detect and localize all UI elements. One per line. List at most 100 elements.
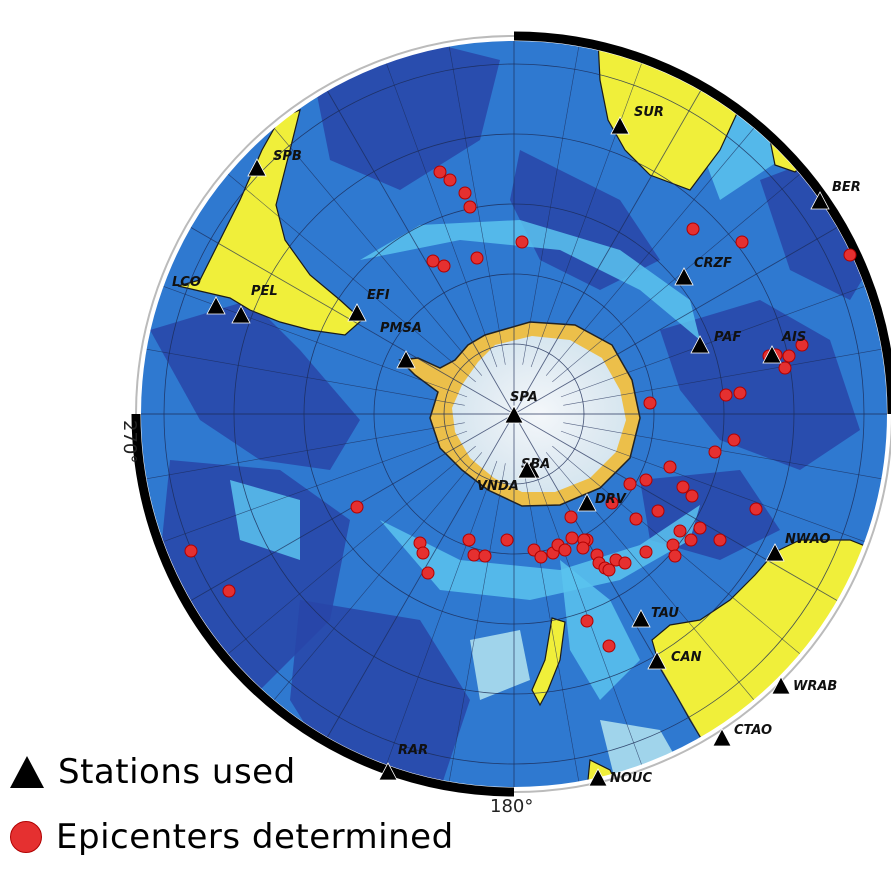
epicenter-marker (534, 550, 548, 564)
epicenter-marker (713, 533, 727, 547)
station-label: DRV (595, 492, 627, 507)
epicenter-marker (463, 200, 477, 214)
station-marker (647, 651, 667, 670)
epicenter-marker (437, 259, 451, 273)
station-label: BER (832, 180, 861, 195)
epicenter-marker (719, 388, 733, 402)
epicenter-marker (416, 546, 430, 560)
legend-stations-label: Stations used (58, 752, 296, 792)
station-label: SPB (273, 149, 302, 164)
epicenter-marker (685, 489, 699, 503)
station-nouc: NOUC (588, 768, 652, 787)
station-tau: TAU (631, 606, 679, 628)
station-marker (378, 762, 398, 781)
station-label: PMSA (380, 321, 422, 336)
station-label: CAN (671, 650, 702, 665)
lon-label-180: 180° (490, 796, 533, 817)
station-marker (690, 335, 710, 354)
station-label: SUR (634, 105, 664, 120)
station-spa: SPA (504, 390, 538, 424)
legend-epicenters-label: Epicenters determined (56, 817, 454, 857)
epicenter-marker (443, 173, 457, 187)
station-marker (762, 345, 782, 364)
epicenter-marker (350, 500, 364, 514)
station-marker (231, 305, 251, 324)
epicenter-marker (576, 541, 590, 555)
station-drv: DRV (577, 492, 627, 512)
station-crzf: CRZF (674, 256, 732, 286)
epicenter-marker (467, 548, 481, 562)
triangle-icon (10, 756, 44, 788)
station-marker (347, 303, 367, 322)
station-pel: PEL (231, 284, 278, 324)
epicenter-marker (478, 549, 492, 563)
station-vnda: VNDA (477, 460, 537, 494)
station-marker (631, 609, 651, 628)
station-marker (771, 676, 791, 695)
station-marker (588, 768, 608, 787)
epicenter-marker (676, 480, 690, 494)
station-label: TAU (651, 606, 679, 621)
epicenter-marker (184, 544, 198, 558)
epicenter-marker (580, 614, 594, 628)
station-label: NWAO (785, 532, 830, 547)
station-ctao: CTAO (712, 723, 772, 747)
station-paf: PAF (690, 330, 741, 354)
epicenter-marker (639, 545, 653, 559)
epicenter-marker (602, 639, 616, 653)
map-frame (131, 31, 891, 797)
station-label: LCO (172, 275, 201, 290)
new-zealand-land (531, 617, 566, 707)
epicenter-marker (651, 504, 665, 518)
epicenter-marker (564, 510, 578, 524)
south-america-land (177, 109, 363, 336)
station-marker (712, 728, 732, 747)
station-pmsa: PMSA (380, 321, 422, 369)
circle-icon (10, 821, 42, 853)
station-marker (674, 267, 694, 286)
station-label: SPA (510, 390, 538, 405)
epicenter-marker (222, 584, 236, 598)
epicenter-marker (693, 521, 707, 535)
station-label: EFI (367, 288, 390, 303)
epicenter-marker (639, 473, 653, 487)
epicenter-marker (735, 235, 749, 249)
epicenter-marker (663, 460, 677, 474)
station-label: RAR (398, 743, 428, 758)
epicenter-marker (421, 566, 435, 580)
station-sur: SUR (610, 105, 664, 135)
epicenter-marker (666, 538, 680, 552)
epicenter-marker (629, 512, 643, 526)
epicenter-marker (565, 531, 579, 545)
epicenter-marker (727, 433, 741, 447)
epicenter-marker (673, 524, 687, 538)
station-efi: EFI (347, 288, 390, 322)
station-label: PAF (714, 330, 741, 345)
epicenter-marker (470, 251, 484, 265)
epicenter-marker (623, 477, 637, 491)
station-marker (206, 296, 226, 315)
station-marker (396, 350, 416, 369)
epicenter-marker (686, 222, 700, 236)
station-label: CTAO (734, 723, 772, 738)
epicenter-marker (458, 186, 472, 200)
station-label: VNDA (477, 479, 519, 494)
epicenter-marker (733, 386, 747, 400)
epicenter-marker (602, 563, 616, 577)
station-ais: AIS (762, 330, 806, 364)
legend-stations: Stations used (10, 752, 296, 792)
epicenter-marker (749, 502, 763, 516)
station-spb: SPB (247, 149, 302, 177)
station-ber: BER (810, 180, 861, 210)
station-marker (247, 158, 267, 177)
station-can: CAN (647, 650, 702, 670)
epicenter-marker (515, 235, 529, 249)
station-marker (765, 543, 785, 562)
epicenter-marker (426, 254, 440, 268)
epicenter-marker (684, 533, 698, 547)
station-label: AIS (781, 330, 806, 345)
epicenter-marker (643, 396, 657, 410)
station-marker (810, 191, 830, 210)
